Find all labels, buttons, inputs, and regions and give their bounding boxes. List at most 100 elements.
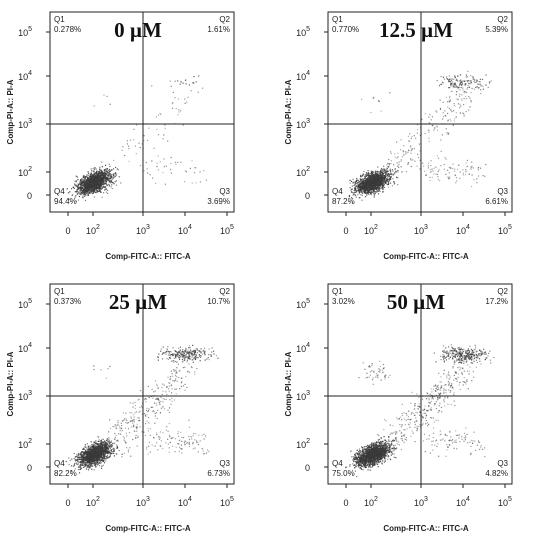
event-dot <box>88 186 90 188</box>
event-dot <box>384 170 386 172</box>
event-dot <box>387 174 389 177</box>
event-dot <box>82 187 84 189</box>
event-dot <box>86 178 88 180</box>
event-dot <box>474 79 476 81</box>
event-dot <box>385 179 387 182</box>
event-dot <box>354 181 356 183</box>
event-dot <box>373 196 375 198</box>
event-dot <box>75 180 77 182</box>
event-dot <box>382 170 384 172</box>
event-dot <box>477 83 480 85</box>
event-dot <box>75 195 77 197</box>
event-dot <box>199 171 201 173</box>
plot-frame <box>327 11 513 213</box>
event-dot <box>429 171 431 174</box>
y-tick-label: 103 <box>296 118 310 130</box>
event-dot <box>109 168 111 171</box>
event-dot <box>111 444 113 446</box>
event-dot <box>87 172 90 174</box>
event-dot <box>185 83 187 85</box>
event-dot <box>99 444 101 446</box>
event-dot <box>178 111 180 113</box>
event-dot <box>464 84 467 86</box>
event-dot <box>100 460 102 462</box>
event-dot <box>375 191 377 193</box>
event-dot <box>370 187 372 189</box>
event-dot <box>476 178 478 180</box>
event-dot <box>472 76 474 78</box>
event-dot <box>90 461 92 463</box>
event-dot <box>365 185 367 187</box>
event-dot <box>191 160 193 162</box>
event-dot <box>383 175 385 177</box>
event-dot <box>468 86 470 88</box>
event-dot <box>459 171 461 173</box>
event-dot <box>422 162 424 164</box>
event-dot <box>89 192 91 194</box>
event-dot <box>102 459 105 461</box>
event-dot <box>88 192 90 194</box>
event-dot <box>105 441 107 443</box>
quadrant-name: Q3 <box>497 187 508 196</box>
event-dot <box>378 189 380 191</box>
event-dot <box>80 194 82 196</box>
event-dot <box>459 111 461 114</box>
x-tick-label: 102 <box>86 224 100 236</box>
event-dot <box>368 178 370 180</box>
event-dot <box>355 196 357 198</box>
event-dot <box>94 172 96 174</box>
event-dot <box>87 448 89 450</box>
event-dot <box>413 148 415 150</box>
event-dot <box>76 185 78 187</box>
event-dot <box>368 183 370 185</box>
event-dot <box>448 107 450 110</box>
event-dot <box>442 116 445 118</box>
event-dot <box>84 190 86 192</box>
event-dot <box>468 82 470 84</box>
event-dot <box>182 82 184 84</box>
event-dot <box>396 157 398 159</box>
event-dot <box>369 174 371 176</box>
event-dot <box>104 452 106 454</box>
event-dot <box>457 99 459 101</box>
event-dot <box>478 166 480 169</box>
event-dot <box>376 176 379 178</box>
event-dot <box>99 184 101 186</box>
event-dot <box>371 181 373 183</box>
event-dot <box>104 164 107 166</box>
event-dot <box>435 166 437 168</box>
event-dot <box>386 180 388 182</box>
event-dot <box>354 183 356 185</box>
event-dot <box>90 454 92 456</box>
event-dot <box>373 190 375 192</box>
event-dot <box>363 187 365 189</box>
event-dot <box>80 192 82 194</box>
event-dot <box>164 127 166 129</box>
event-dot <box>361 185 363 187</box>
event-dot <box>370 182 372 185</box>
event-dot <box>104 189 106 191</box>
event-dot <box>96 174 98 176</box>
event-dot <box>146 168 148 170</box>
event-dot <box>95 185 97 187</box>
event-dot <box>388 174 390 176</box>
event-dot <box>376 175 378 177</box>
event-dot <box>349 179 351 181</box>
event-dot <box>77 187 79 189</box>
event-dot <box>371 183 373 185</box>
event-dot <box>458 86 460 88</box>
event-dot <box>398 163 400 165</box>
event-dot <box>463 115 465 117</box>
event-dot <box>91 448 93 450</box>
event-dot <box>197 91 199 93</box>
event-dot <box>387 175 389 178</box>
event-dot <box>372 179 374 181</box>
event-dot <box>458 164 460 166</box>
event-dot <box>440 150 442 152</box>
event-dot <box>121 453 123 455</box>
event-dot <box>128 160 130 163</box>
event-dot <box>396 162 398 164</box>
event-dot <box>87 466 89 468</box>
event-dot <box>90 172 92 174</box>
